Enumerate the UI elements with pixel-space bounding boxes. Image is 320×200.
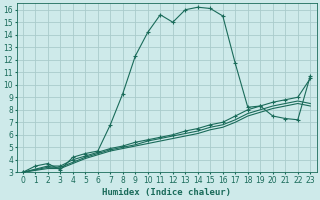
X-axis label: Humidex (Indice chaleur): Humidex (Indice chaleur) bbox=[102, 188, 231, 197]
